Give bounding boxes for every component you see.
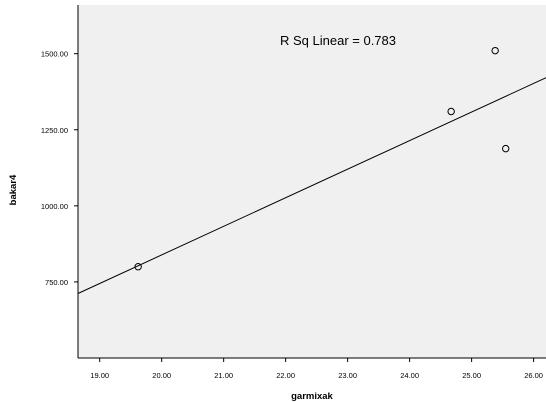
data-point xyxy=(502,144,510,153)
x-tick-label: 22.00 xyxy=(276,371,295,380)
x-axis-label: garmixak xyxy=(291,391,333,402)
y-tick-label: 1000.00 xyxy=(41,202,68,211)
points-layer xyxy=(134,46,510,271)
fit-line-layer xyxy=(77,77,546,294)
x-tick-label: 21.00 xyxy=(214,371,233,380)
x-tick-label: 24.00 xyxy=(400,371,419,380)
y-tick-label: 750.00 xyxy=(45,278,68,287)
y-axis-label: bakar4 xyxy=(8,174,19,205)
data-point xyxy=(491,46,499,55)
r-squared-annotation: R Sq Linear = 0.783 xyxy=(280,33,396,48)
y-ticks: 750.00 1000.00 1250.00 1500.00 xyxy=(41,50,78,287)
x-ticks: 19.00 20.00 21.00 22.00 23.00 24.00 25.00 26.00 xyxy=(90,358,543,380)
plot-area xyxy=(78,5,546,358)
x-tick-label: 23.00 xyxy=(338,371,357,380)
data-point xyxy=(134,263,142,271)
x-tick-label: 25.00 xyxy=(462,371,481,380)
fit-line xyxy=(77,77,546,294)
x-tick-label: 19.00 xyxy=(90,371,109,380)
x-tick-label: 20.00 xyxy=(152,371,171,380)
data-point xyxy=(447,107,455,116)
y-tick-label: 1250.00 xyxy=(41,126,68,135)
x-tick-label: 26.00 xyxy=(524,371,543,380)
y-tick-label: 1500.00 xyxy=(41,50,68,59)
